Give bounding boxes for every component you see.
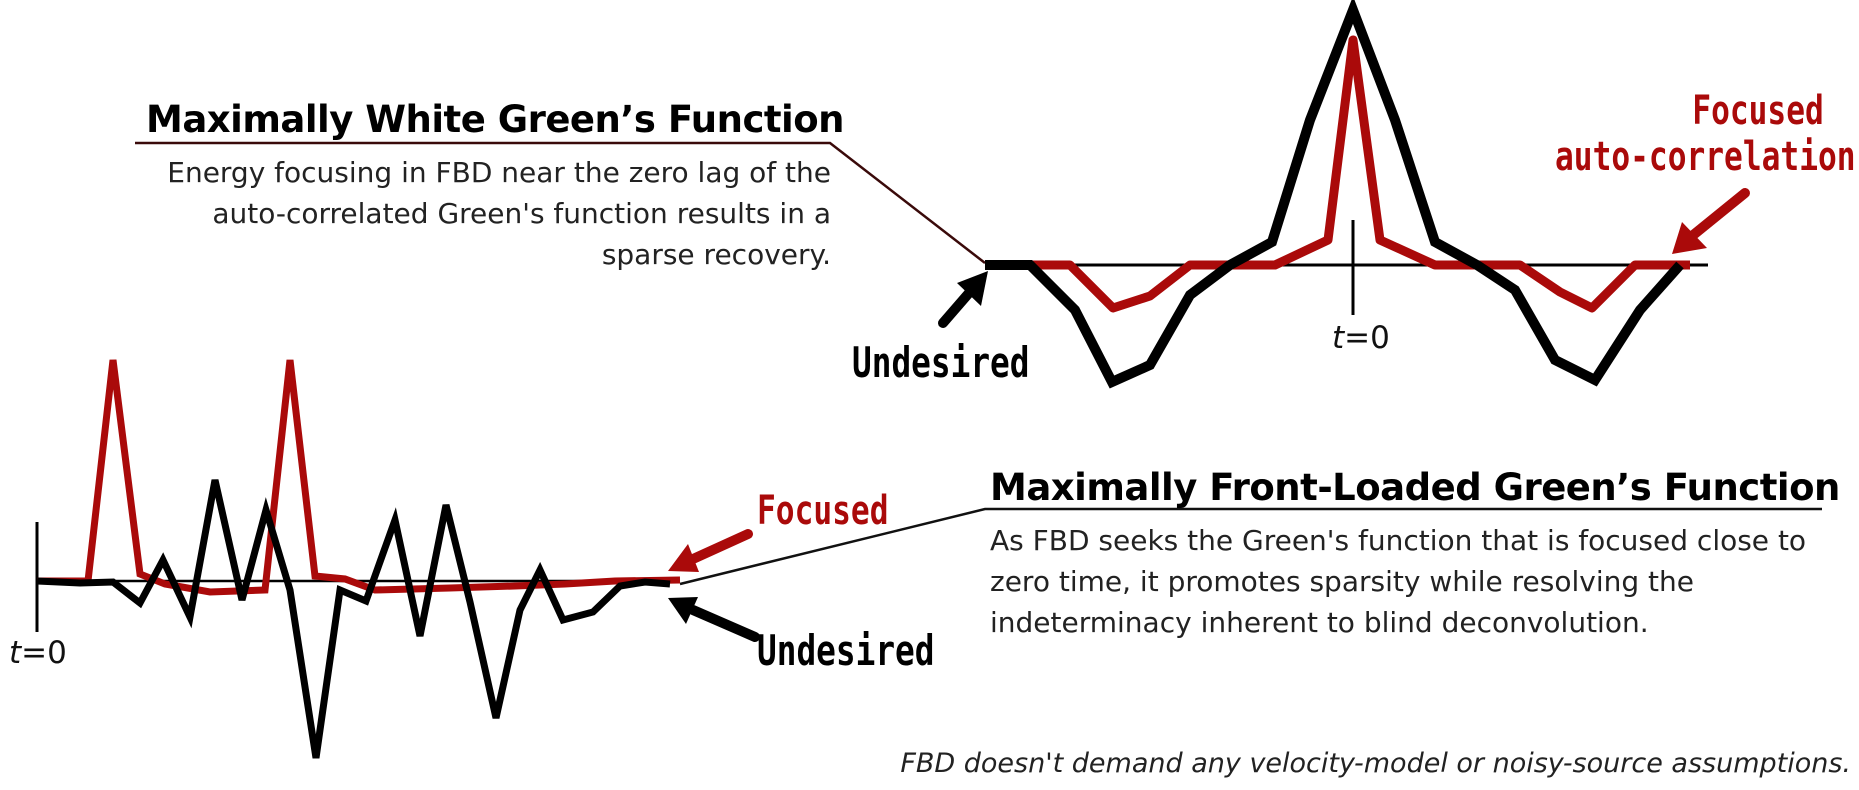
top-undesired-curve (985, 0, 1684, 389)
bottom-focused-label: Focused (757, 488, 889, 534)
top-t0-label: t=0 (1332, 320, 1390, 356)
bottom-focused-arrow-icon (668, 529, 753, 572)
top-description: Energy focusing in FBD near the zero lag… (167, 156, 831, 271)
top-undesired-label: Undesired (852, 338, 1030, 387)
top-focused-label-line1: Focused (1692, 88, 1824, 134)
bottom-heading: Maximally Front-Loaded Green’s Function (990, 466, 1840, 509)
bottom-undesired-arrow-icon (668, 597, 760, 642)
bottom-t0-value: =0 (21, 635, 67, 671)
footer-note: FBD doesn't demand any velocity-model or… (900, 748, 1851, 779)
bottom-t0-label: t=0 (9, 635, 67, 671)
bottom-undesired-curve (36, 479, 671, 759)
bottom-leader-line (679, 507, 1822, 586)
bottom-focused-curve (37, 359, 681, 596)
bottom-undesired-label: Undesired (757, 626, 935, 675)
top-t0-value: =0 (1344, 320, 1390, 356)
top-focused-label-line2: auto-correlation (1555, 134, 1856, 180)
top-focused-label: Focused auto-correlation (1555, 88, 1856, 180)
top-focused-arrow-icon (1672, 188, 1750, 254)
top-t0-variable: t (1332, 320, 1345, 356)
bottom-t0-variable: t (9, 635, 22, 671)
top-heading: Maximally White Green’s Function (146, 98, 845, 141)
top-focused-curve (985, 35, 1690, 313)
top-leader-line (135, 141, 986, 264)
bottom-description: As FBD seeks the Green's function that i… (990, 524, 1807, 639)
top-undesired-arrow-icon (938, 271, 988, 328)
